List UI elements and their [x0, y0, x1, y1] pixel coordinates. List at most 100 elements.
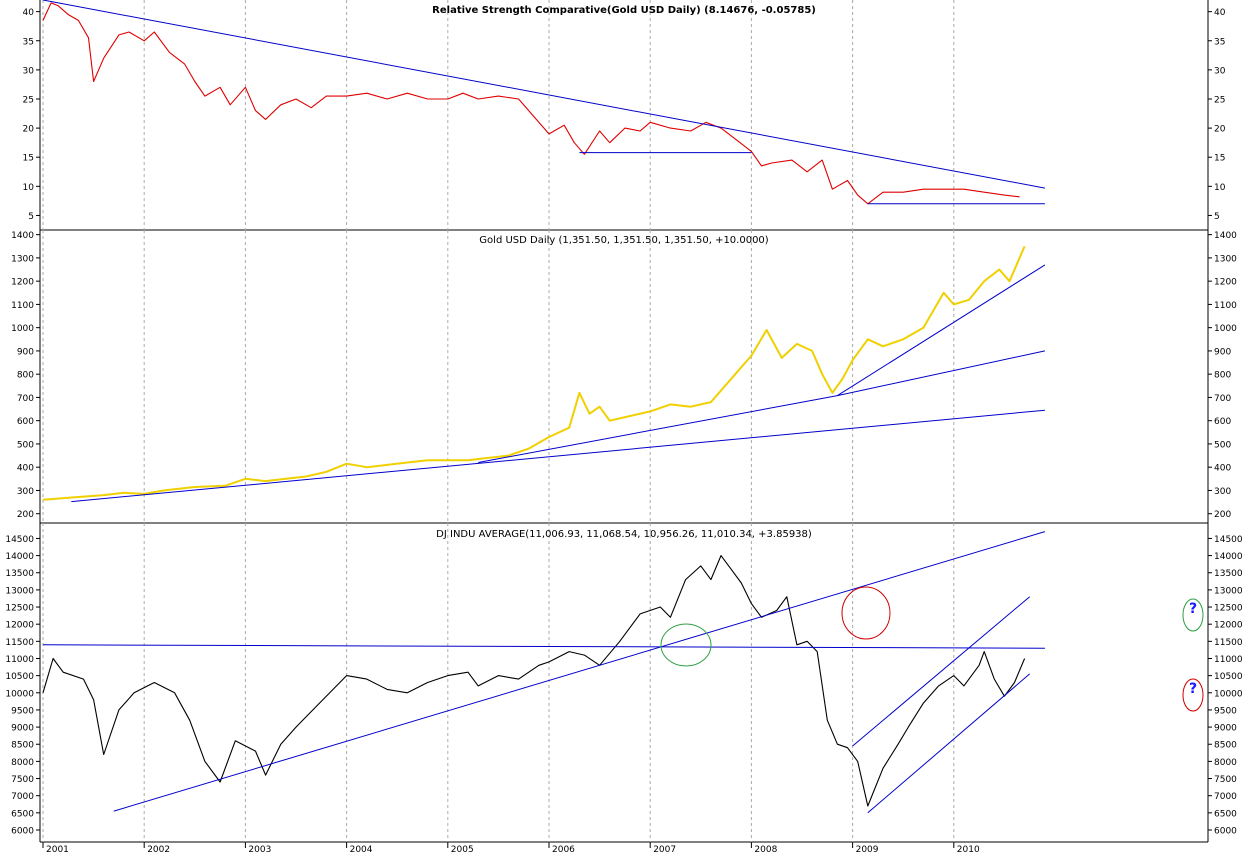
trendline	[852, 596, 1031, 747]
y-tick-label-left: 11500	[5, 638, 34, 648]
y-tick-label-left: 15	[23, 154, 34, 164]
y-tick-label-left: 1000	[11, 324, 34, 334]
y-tick-label-right: 8000	[1214, 758, 1237, 768]
x-tick-label: 2010	[957, 845, 980, 855]
x-tick-label: 2006	[552, 845, 575, 855]
y-tick-label-right: 700	[1214, 394, 1231, 404]
y-tick-label-right: 9500	[1214, 706, 1237, 716]
y-tick-label-right: 13500	[1214, 569, 1243, 579]
series-line	[42, 555, 1026, 807]
y-tick-label-left: 8000	[11, 758, 34, 768]
y-tick-label-left: 14000	[5, 552, 34, 562]
y-tick-label-left: 400	[17, 464, 34, 474]
y-tick-label-right: 8500	[1214, 741, 1237, 751]
y-tick-label-right: 30	[1214, 66, 1226, 76]
y-tick-label-left: 1200	[11, 278, 34, 288]
gold-title: Gold USD Daily (1,351.50, 1,351.50, 1,35…	[479, 235, 768, 246]
annotation-oval-green	[1182, 598, 1204, 632]
y-tick-label-right: 5	[1214, 212, 1220, 222]
y-tick-label-left: 10000	[5, 689, 34, 699]
y-tick-label-left: 9500	[11, 706, 34, 716]
y-tick-label-left: 40	[23, 8, 35, 18]
y-tick-label-left: 20	[23, 125, 35, 135]
rs-title: Relative Strength Comparative(Gold USD D…	[432, 5, 816, 16]
y-tick-label-right: 1000	[1214, 324, 1237, 334]
x-tick-label: 2009	[856, 845, 879, 855]
trendline	[837, 264, 1046, 397]
y-tick-label-right: 20	[1214, 125, 1226, 135]
x-axis: 2001 2002 2003 2004 2005 2006 2007 2008 2009 2010	[42, 842, 980, 855]
y-tick-label-left: 14500	[5, 535, 34, 545]
y-tick-label-left: 5	[28, 212, 34, 222]
series-line	[42, 245, 1026, 501]
y-tick-label-right: 400	[1214, 464, 1231, 474]
trendline	[867, 673, 1031, 814]
panel-rs: 5 5 10 10 15 15 20 20 25 25 30 30 35 35 40 40 Relative …	[23, 0, 1226, 231]
y-tick-label-right: 11500	[1214, 638, 1243, 648]
trendline	[113, 531, 1046, 812]
panel-dow: 6000 6000 6500 6500 7000 7000 7500 7500 8000 8000…	[5, 523, 1243, 843]
y-tick-label-right: 6500	[1214, 809, 1237, 819]
y-tick-label-left: 13500	[5, 569, 34, 579]
x-tick-label: 2004	[350, 845, 373, 855]
y-tick-label-right: 14500	[1214, 535, 1243, 545]
annotation-circle-green	[660, 623, 712, 667]
y-tick-label-left: 900	[17, 347, 34, 357]
y-tick-label-left: 30	[23, 66, 35, 76]
y-tick-label-right: 13000	[1214, 586, 1243, 596]
y-tick-label-right: 10000	[1214, 689, 1243, 699]
y-tick-label-left: 8500	[11, 741, 34, 751]
y-tick-label-right: 1300	[1214, 254, 1237, 264]
y-tick-label-left: 1400	[11, 231, 34, 241]
y-tick-label-left: 13000	[5, 586, 34, 596]
y-tick-label-right: 800	[1214, 371, 1231, 381]
y-tick-label-left: 700	[17, 394, 34, 404]
y-tick-label-right: 7500	[1214, 775, 1237, 785]
dow-title: DJ INDU AVERAGE(11,006.93, 11,068.54, 10…	[436, 529, 812, 540]
y-tick-label-right: 7000	[1214, 792, 1237, 802]
y-tick-label-right: 12000	[1214, 621, 1243, 631]
y-tick-label-right: 600	[1214, 417, 1231, 427]
y-tick-label-right: 1400	[1214, 231, 1237, 241]
x-tick-label: 2007	[653, 845, 676, 855]
y-tick-label-right: 25	[1214, 95, 1225, 105]
panel-gold: 200 200 300 300 400 400 500 500 600 600 700 700 800 8…	[11, 230, 1237, 524]
y-tick-label-right: 10	[1214, 183, 1226, 193]
series-line	[42, 2, 1020, 205]
y-tick-label-right: 35	[1214, 37, 1225, 47]
y-tick-label-left: 600	[17, 417, 34, 427]
x-tick-label: 2005	[451, 845, 474, 855]
trendline	[42, 0, 1045, 189]
y-tick-label-left: 500	[17, 440, 34, 450]
x-tick-label: 2008	[754, 845, 777, 855]
y-tick-label-left: 10500	[5, 672, 34, 682]
y-tick-label-left: 1300	[11, 254, 34, 264]
y-tick-label-right: 6000	[1214, 826, 1237, 836]
y-tick-label-left: 6000	[11, 826, 34, 836]
y-tick-label-left: 12000	[5, 621, 34, 631]
question-mark-lower: ?	[1189, 681, 1197, 697]
y-tick-label-left: 11000	[5, 655, 34, 665]
x-tick-label: 2001	[46, 845, 69, 855]
y-tick-label-right: 500	[1214, 440, 1231, 450]
annotation-oval-red	[1182, 678, 1204, 712]
y-tick-label-left: 7000	[11, 792, 34, 802]
y-tick-label-left: 35	[23, 37, 34, 47]
y-tick-label-left: 800	[17, 371, 34, 381]
x-tick-label: 2003	[248, 845, 271, 855]
y-tick-label-right: 1100	[1214, 301, 1237, 311]
y-tick-label-left: 6500	[11, 809, 34, 819]
trendline	[42, 644, 1045, 649]
x-tick-label: 2002	[147, 845, 170, 855]
annotation-circle-red	[841, 586, 891, 640]
y-tick-label-right: 12500	[1214, 604, 1243, 614]
question-mark-upper: ?	[1189, 601, 1197, 617]
y-tick-label-right: 14000	[1214, 552, 1243, 562]
y-tick-label-left: 1100	[11, 301, 34, 311]
y-tick-label-left: 7500	[11, 775, 34, 785]
y-tick-label-right: 15	[1214, 154, 1225, 164]
y-tick-label-left: 10	[23, 183, 35, 193]
y-tick-label-right: 200	[1214, 510, 1231, 520]
